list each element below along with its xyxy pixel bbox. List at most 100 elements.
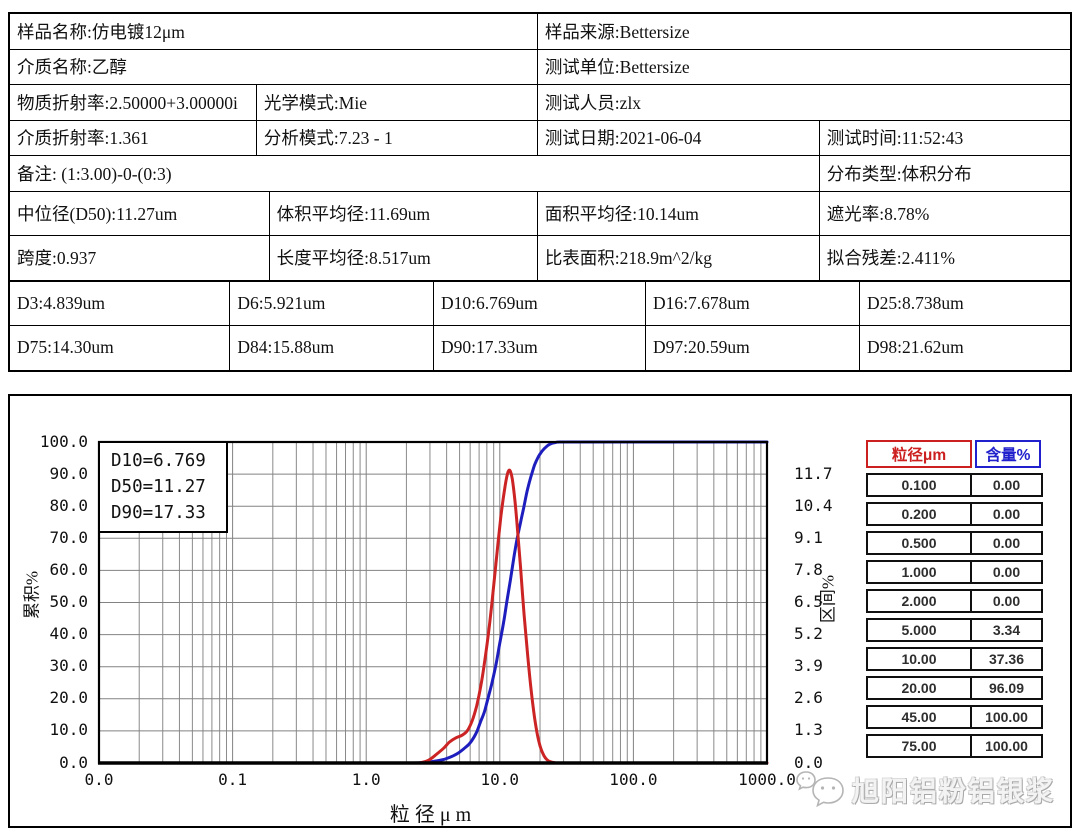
result-row: 0.500 0.00 bbox=[866, 530, 1043, 555]
info-cell: D6:5.921um bbox=[229, 281, 433, 325]
info-cell: D16:7.678um bbox=[644, 281, 859, 325]
result-cell-size: 0.200 bbox=[868, 503, 972, 524]
x-axis-label: 粒径μm bbox=[389, 803, 477, 826]
info-cell: D84:15.88um bbox=[229, 326, 433, 370]
y-left-tick-label: 50.0 bbox=[49, 592, 88, 611]
y-left-tick-label: 90.0 bbox=[49, 463, 88, 483]
result-cell-content: 0.00 bbox=[992, 534, 1021, 551]
info-cell: 拟合残差:2.411% bbox=[818, 236, 1070, 280]
info-row: 物质折射率:2.50000+3.00000i 光学模式:Mie 测试人员:zlx bbox=[10, 84, 1070, 120]
y-left-tick-label: 60.0 bbox=[49, 559, 88, 579]
legend-box: D10=6.769 D50=11.27 D90=17.33 bbox=[98, 440, 228, 533]
result-cell-content: 0.00 bbox=[992, 592, 1021, 609]
result-table: 粒径μm 含量% 0.100 0.00 0.200 0.00 0.500 0.00 1.00… bbox=[866, 439, 1043, 758]
result-cell-size: 10.00 bbox=[868, 648, 972, 669]
result-cell-size: 5.000 bbox=[868, 619, 972, 640]
info-cell: 测试日期:2021-06-04 bbox=[536, 120, 819, 155]
info-cell: 测试单位:Bettersize bbox=[536, 49, 1070, 84]
y-right-tick-label: 11.7 bbox=[794, 463, 833, 483]
info-cell: 跨度:0.937 bbox=[17, 248, 97, 269]
info-cell: 比表面积:218.9m^2/kg bbox=[536, 236, 819, 280]
result-cell-content: 96.09 bbox=[988, 679, 1025, 696]
wechat-logo-icon bbox=[796, 770, 844, 807]
result-cell-content: 0.00 bbox=[992, 505, 1021, 522]
legend-d90: D90=17.33 bbox=[111, 502, 206, 523]
info-cell: 体积平均径:11.69um bbox=[268, 191, 537, 235]
result-row: 0.100 0.00 bbox=[866, 472, 1043, 497]
result-cell-content: 0.00 bbox=[992, 563, 1021, 580]
x-tick-label: 1000.0 bbox=[738, 769, 796, 789]
result-table-header: 粒径μm 含量% bbox=[866, 439, 1043, 468]
result-row: 10.00 37.36 bbox=[866, 646, 1043, 671]
y-right-tick-label: 9.1 bbox=[794, 527, 823, 547]
watermark-text: 旭阳铝粉铝银浆 bbox=[852, 777, 1055, 807]
info-row: 介质折射率:1.361 分析模式:7.23 - 1 测试日期:2021-06-04 测… bbox=[10, 119, 1070, 155]
result-header-size: 粒径μm bbox=[866, 439, 972, 468]
y-right-tick-label: 1.3 bbox=[794, 720, 823, 740]
info-row: 中位径(D50):11.27um 体积平均径:11.69um 面积平均径:10.14… bbox=[10, 190, 1070, 235]
result-cell-content: 100.00 bbox=[985, 708, 1028, 725]
result-row: 75.00 100.00 bbox=[866, 733, 1043, 758]
y-right-tick-label: 0.0 bbox=[794, 752, 823, 772]
info-cell: 测试人员:zlx bbox=[536, 85, 1070, 120]
y-right-tick-label: 10.4 bbox=[794, 495, 833, 515]
cumulative-curve bbox=[177, 439, 769, 765]
result-cell-size: 0.500 bbox=[868, 532, 972, 553]
y-left-tick-label: 40.0 bbox=[49, 624, 88, 644]
y-right-tick-label: 5.2 bbox=[794, 624, 823, 644]
legend-d50: D50=11.27 bbox=[111, 476, 206, 497]
y-left-tick-label: 80.0 bbox=[49, 495, 88, 515]
result-cell-size: 75.00 bbox=[868, 735, 972, 756]
y-right-tick-label: 3.9 bbox=[794, 656, 823, 676]
info-cell: 介质折射率:1.361 bbox=[17, 128, 149, 149]
info-cell: 样品来源:Bettersize bbox=[536, 14, 1070, 49]
info-cell: D90:17.33um bbox=[432, 326, 645, 370]
result-cell-size: 45.00 bbox=[868, 706, 972, 727]
info-row: 跨度:0.937 长度平均径:8.517um 比表面积:218.9m^2/kg 拟合残… bbox=[10, 235, 1070, 280]
result-header-content: 含量% bbox=[975, 439, 1041, 468]
result-cell-content: 0.00 bbox=[992, 476, 1021, 493]
result-row: 2.000 0.00 bbox=[866, 588, 1043, 613]
result-table-body: 0.100 0.00 0.200 0.00 0.500 0.00 1.000 0.00 2.00… bbox=[866, 472, 1043, 758]
result-row: 0.200 0.00 bbox=[866, 501, 1043, 526]
info-cell: 测试时间:11:52:43 bbox=[818, 120, 1070, 155]
y-left-tick-label: 100.0 bbox=[39, 431, 88, 451]
info-cell: 分布类型:体积分布 bbox=[818, 156, 1070, 191]
info-cell: D97:20.59um bbox=[644, 326, 859, 370]
y-right-tick-label: 6.5 bbox=[794, 592, 823, 611]
info-row: 备注: (1:3.00)-0-(0:3) 分布类型:体积分布 bbox=[10, 155, 1070, 191]
result-cell-content: 100.00 bbox=[985, 737, 1028, 754]
y-right-tick-label: 7.8 bbox=[794, 559, 823, 579]
info-table: 样品名称:仿电镀12μm 样品来源:Bettersize 介质名称:乙醇 测试单位:B… bbox=[8, 12, 1072, 372]
info-cell: D98:21.62um bbox=[859, 326, 1070, 370]
legend-d10: D10=6.769 bbox=[111, 450, 206, 471]
y-left-tick-label: 30.0 bbox=[49, 656, 88, 676]
result-cell-size: 0.100 bbox=[868, 474, 972, 495]
info-cell: D75:14.30um bbox=[17, 337, 114, 358]
x-tick-label: 0.1 bbox=[218, 769, 248, 789]
info-cell: 遮光率:8.78% bbox=[818, 191, 1070, 235]
info-cell: 中位径(D50):11.27um bbox=[17, 203, 178, 224]
result-cell-size: 2.000 bbox=[868, 590, 972, 611]
result-cell-content: 37.36 bbox=[988, 650, 1025, 667]
y-left-tick-label: 10.0 bbox=[49, 720, 88, 740]
result-row: 1.000 0.00 bbox=[866, 559, 1043, 584]
info-cell: 物质折射率:2.50000+3.00000i bbox=[17, 92, 238, 113]
info-cell: D10:6.769um bbox=[432, 281, 645, 325]
info-cell: 分析模式:7.23 - 1 bbox=[255, 120, 537, 155]
info-cell: 长度平均径:8.517um bbox=[268, 236, 537, 280]
info-cell: 介质名称:乙醇 bbox=[17, 57, 127, 78]
result-cell-size: 1.000 bbox=[868, 561, 972, 582]
result-row: 20.00 96.09 bbox=[866, 675, 1043, 700]
info-row: D3:4.839um D6:5.921um D10:6.769um D16:7.678… bbox=[10, 279, 1070, 325]
info-row: D75:14.30um D84:15.88um D90:17.33um D97:20.… bbox=[10, 325, 1070, 370]
watermark: 旭阳铝粉铝银浆 bbox=[796, 768, 1055, 812]
x-tick-label: 100.0 bbox=[609, 769, 658, 789]
chart-panel: D10=6.769 D50=11.27 D90=17.33 累积% 区间% 粒径… bbox=[8, 393, 1072, 828]
result-cell-size: 20.00 bbox=[868, 677, 972, 698]
x-tick-label: 1.0 bbox=[351, 769, 381, 789]
x-tick-label: 0.0 bbox=[84, 769, 114, 789]
info-cell: 样品名称:仿电镀12μm bbox=[17, 21, 185, 42]
result-row: 45.00 100.00 bbox=[866, 704, 1043, 729]
